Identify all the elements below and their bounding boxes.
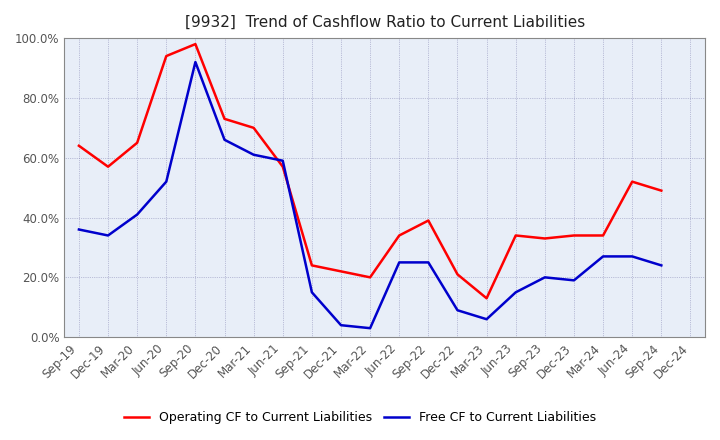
Free CF to Current Liabilities <box>424 260 433 265</box>
Free CF to Current Liabilities <box>279 158 287 163</box>
Operating CF to Current Liabilities <box>628 179 636 184</box>
Operating CF to Current Liabilities <box>511 233 520 238</box>
Free CF to Current Liabilities <box>307 290 316 295</box>
Operating CF to Current Liabilities <box>482 296 491 301</box>
Operating CF to Current Liabilities <box>424 218 433 223</box>
Operating CF to Current Liabilities <box>657 188 666 193</box>
Operating CF to Current Liabilities <box>220 116 229 121</box>
Line: Operating CF to Current Liabilities: Operating CF to Current Liabilities <box>79 44 662 298</box>
Operating CF to Current Liabilities <box>249 125 258 131</box>
Title: [9932]  Trend of Cashflow Ratio to Current Liabilities: [9932] Trend of Cashflow Ratio to Curren… <box>184 15 585 30</box>
Free CF to Current Liabilities <box>570 278 578 283</box>
Legend: Operating CF to Current Liabilities, Free CF to Current Liabilities: Operating CF to Current Liabilities, Fre… <box>119 407 601 429</box>
Operating CF to Current Liabilities <box>191 41 199 47</box>
Operating CF to Current Liabilities <box>395 233 404 238</box>
Free CF to Current Liabilities <box>191 59 199 65</box>
Free CF to Current Liabilities <box>599 254 608 259</box>
Free CF to Current Liabilities <box>453 308 462 313</box>
Free CF to Current Liabilities <box>337 323 346 328</box>
Free CF to Current Liabilities <box>162 179 171 184</box>
Free CF to Current Liabilities <box>75 227 84 232</box>
Operating CF to Current Liabilities <box>133 140 142 145</box>
Line: Free CF to Current Liabilities: Free CF to Current Liabilities <box>79 62 662 328</box>
Free CF to Current Liabilities <box>482 316 491 322</box>
Free CF to Current Liabilities <box>104 233 112 238</box>
Operating CF to Current Liabilities <box>570 233 578 238</box>
Operating CF to Current Liabilities <box>337 269 346 274</box>
Free CF to Current Liabilities <box>249 152 258 158</box>
Free CF to Current Liabilities <box>628 254 636 259</box>
Operating CF to Current Liabilities <box>162 53 171 59</box>
Operating CF to Current Liabilities <box>599 233 608 238</box>
Free CF to Current Liabilities <box>220 137 229 143</box>
Operating CF to Current Liabilities <box>453 272 462 277</box>
Free CF to Current Liabilities <box>133 212 142 217</box>
Operating CF to Current Liabilities <box>541 236 549 241</box>
Operating CF to Current Liabilities <box>75 143 84 148</box>
Operating CF to Current Liabilities <box>104 164 112 169</box>
Operating CF to Current Liabilities <box>307 263 316 268</box>
Free CF to Current Liabilities <box>366 326 374 331</box>
Free CF to Current Liabilities <box>511 290 520 295</box>
Free CF to Current Liabilities <box>395 260 404 265</box>
Operating CF to Current Liabilities <box>279 164 287 169</box>
Free CF to Current Liabilities <box>541 275 549 280</box>
Free CF to Current Liabilities <box>657 263 666 268</box>
Operating CF to Current Liabilities <box>366 275 374 280</box>
